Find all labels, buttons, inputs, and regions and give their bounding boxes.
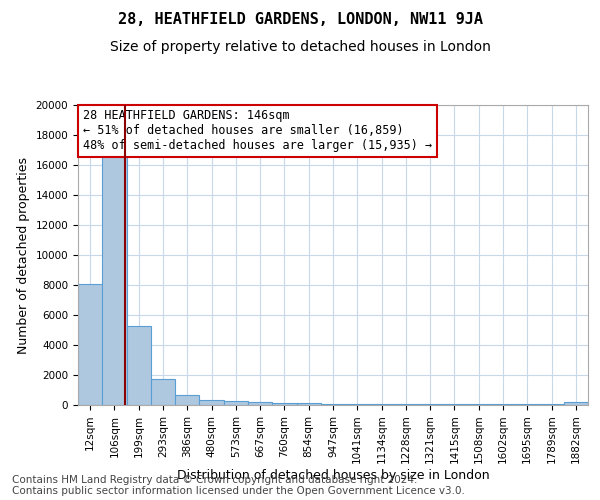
Y-axis label: Number of detached properties: Number of detached properties <box>17 156 30 354</box>
Text: Size of property relative to detached houses in London: Size of property relative to detached ho… <box>110 40 490 54</box>
Text: Contains HM Land Registry data © Crown copyright and database right 2024.: Contains HM Land Registry data © Crown c… <box>12 475 418 485</box>
Bar <box>296 404 321 405</box>
Bar <box>539 404 564 405</box>
Bar <box>345 404 370 405</box>
Bar <box>127 326 151 405</box>
Bar <box>272 403 296 405</box>
Text: Contains public sector information licensed under the Open Government Licence v3: Contains public sector information licen… <box>12 486 465 496</box>
Bar <box>151 379 175 405</box>
Bar <box>467 404 491 405</box>
Bar <box>199 400 224 405</box>
Bar <box>442 404 467 405</box>
Bar <box>564 402 588 405</box>
Bar <box>418 404 442 405</box>
Bar <box>370 404 394 405</box>
Bar <box>102 154 127 405</box>
X-axis label: Distribution of detached houses by size in London: Distribution of detached houses by size … <box>176 469 490 482</box>
Text: 28 HEATHFIELD GARDENS: 146sqm
← 51% of detached houses are smaller (16,859)
48% : 28 HEATHFIELD GARDENS: 146sqm ← 51% of d… <box>83 110 432 152</box>
Text: 28, HEATHFIELD GARDENS, LONDON, NW11 9JA: 28, HEATHFIELD GARDENS, LONDON, NW11 9JA <box>118 12 482 28</box>
Bar <box>394 404 418 405</box>
Bar <box>175 395 199 405</box>
Bar <box>78 284 102 405</box>
Bar <box>248 402 272 405</box>
Bar <box>224 401 248 405</box>
Bar <box>491 404 515 405</box>
Bar <box>515 404 539 405</box>
Bar <box>321 404 345 405</box>
